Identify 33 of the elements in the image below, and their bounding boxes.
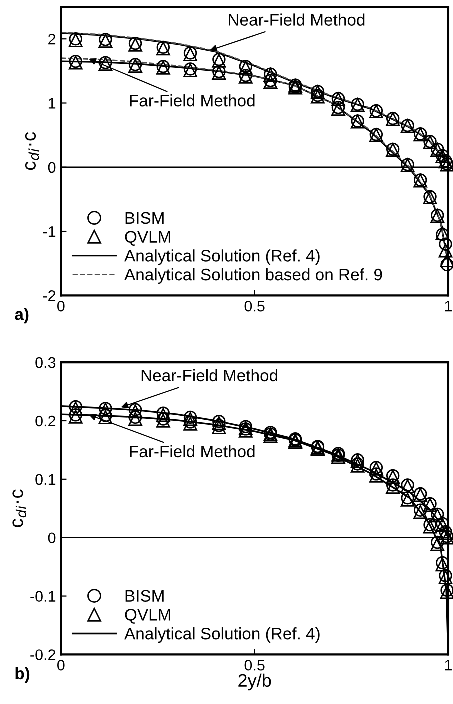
y-tick-label: -2 bbox=[43, 290, 56, 302]
x-tick-label: 0 bbox=[58, 300, 65, 312]
legend-label: Analytical Solution (Ref. 4) bbox=[124, 250, 320, 266]
y-tick-label: -1 bbox=[43, 226, 56, 238]
annotation: Near-Field Method bbox=[229, 14, 365, 26]
legend-label: BISM bbox=[126, 212, 164, 224]
x-tick-label: 0.5 bbox=[244, 660, 265, 671]
legend-label: BISM bbox=[126, 590, 164, 602]
legend-label: QVLM bbox=[125, 609, 170, 624]
annotation: Far-Field Method bbox=[130, 445, 255, 458]
y-axis-title: c$_{di}$·c bbox=[25, 132, 40, 170]
y-tick-label: 0.1 bbox=[36, 474, 56, 486]
legend-label: Analytical Solution (Ref. 4) bbox=[124, 628, 320, 644]
legend-label: Analytical Solution based on Ref. 9 bbox=[124, 268, 382, 284]
legend-label: QVLM bbox=[125, 231, 170, 246]
text: a) bbox=[15, 308, 29, 324]
x-tick-label: 0 bbox=[58, 660, 65, 671]
y-tick-label: 0.3 bbox=[36, 357, 56, 368]
y-tick-label: 2 bbox=[48, 34, 56, 45]
y-tick-label: -0.2 bbox=[30, 650, 56, 660]
y-tick-label: 0 bbox=[48, 532, 56, 544]
y-axis-title: c$_{di}$·c bbox=[12, 490, 27, 528]
y-tick-label: -0.1 bbox=[30, 591, 56, 602]
annotation: Near-Field Method bbox=[142, 369, 278, 382]
x-axis-title: 2y/b bbox=[238, 674, 272, 691]
x-tick-label: 1 bbox=[445, 660, 452, 671]
annotation: Far-Field Method bbox=[130, 94, 255, 107]
x-tick-label: 1 bbox=[445, 301, 452, 312]
x-tick-label: 0.5 bbox=[244, 300, 265, 312]
y-tick-label: 0.2 bbox=[36, 416, 56, 427]
y-tick-label: 1 bbox=[48, 98, 56, 109]
text: b) bbox=[16, 667, 30, 683]
y-tick-label: 0 bbox=[48, 162, 56, 174]
